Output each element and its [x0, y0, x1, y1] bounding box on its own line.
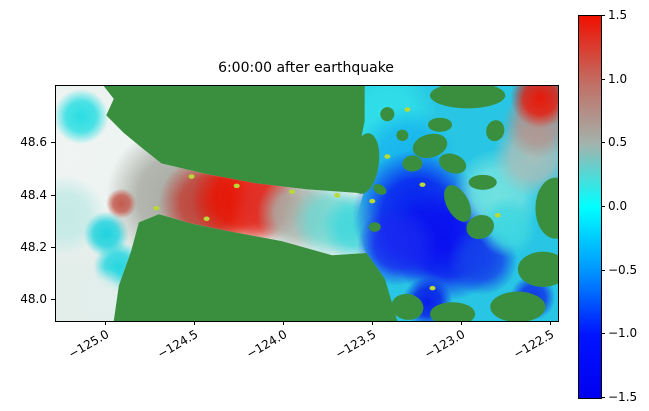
colorbar-tick-mark [601, 78, 605, 80]
y-tick-label: 48.6 [20, 135, 47, 150]
x-tick-mark [193, 321, 195, 325]
colorbar-tick-label: −1.0 [608, 326, 638, 341]
map-heatmap [56, 86, 558, 321]
x-tick-mark [371, 321, 373, 325]
colorbar-tick-mark [601, 397, 605, 398]
y-tick-mark [51, 142, 55, 144]
colorbar-tick-mark [601, 15, 605, 16]
x-tick-label: −123.5 [333, 327, 379, 362]
x-tick-mark [460, 321, 462, 325]
y-tick-mark [51, 299, 55, 301]
colorbar [578, 15, 602, 399]
x-tick-mark [104, 321, 106, 325]
x-tick-label: −124.5 [155, 327, 201, 362]
y-tick-label: 48.4 [20, 187, 47, 202]
y-tick-mark [51, 246, 55, 248]
colorbar-tick-mark [601, 333, 605, 335]
x-tick-label: −125.0 [66, 327, 112, 362]
x-tick-mark [282, 321, 284, 325]
y-tick-label: 48.0 [20, 292, 47, 307]
x-tick-label: −122.5 [511, 327, 557, 362]
colorbar-tick-label: 0.0 [608, 199, 628, 213]
plot-title: 6:00:00 after earthquake [218, 60, 394, 76]
colorbar-tick-mark [601, 269, 605, 271]
x-tick-label: −123.0 [422, 327, 468, 362]
y-tick-mark [51, 194, 55, 196]
y-tick-label: 48.2 [20, 239, 47, 254]
x-tick-mark [549, 321, 551, 325]
colorbar-tick-label: −1.5 [608, 390, 638, 404]
colorbar-tick-label: −0.5 [608, 262, 638, 277]
plot-area [55, 85, 559, 322]
colorbar-tick-label: 1.0 [608, 71, 628, 86]
colorbar-tick-mark [601, 142, 605, 144]
colorbar-tick-label: 1.5 [608, 8, 628, 22]
colorbar-tick-mark [601, 206, 605, 207]
colorbar-tick-label: 0.5 [608, 135, 628, 150]
x-tick-label: −124.0 [244, 327, 290, 362]
